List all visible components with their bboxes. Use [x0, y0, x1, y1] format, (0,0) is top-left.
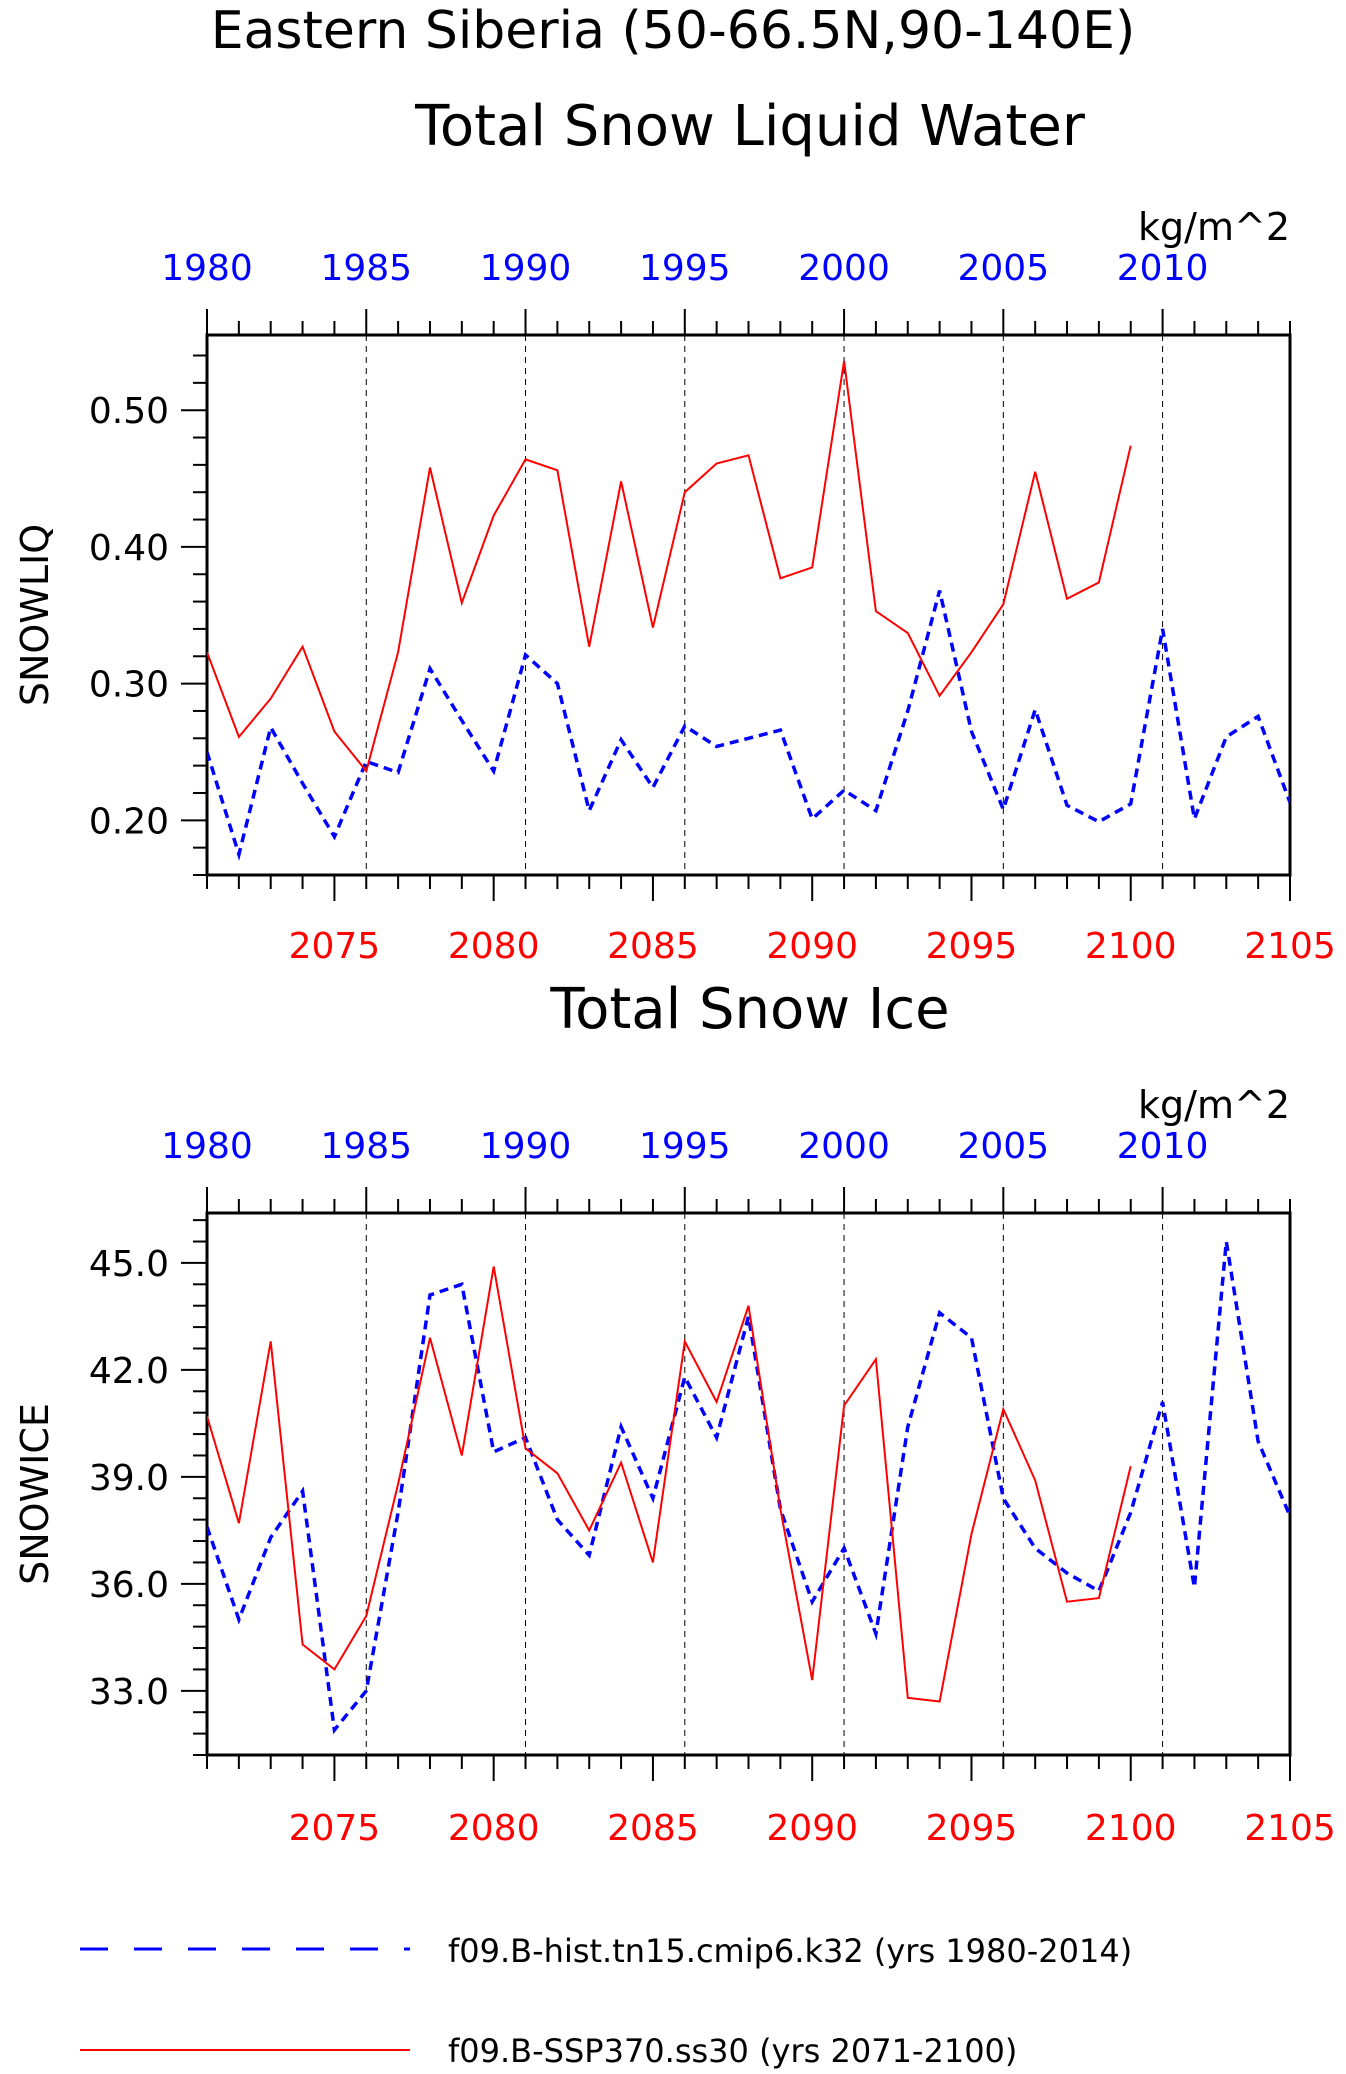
top-tick-label: 1990	[480, 1126, 572, 1167]
bottom-tick-label: 2095	[926, 926, 1018, 967]
top-tick-label: 1980	[161, 1126, 253, 1167]
y-tick-label: 0.30	[89, 665, 169, 706]
top-tick-label: 2005	[958, 248, 1050, 289]
y-tick-label: 33.0	[89, 1672, 169, 1713]
bottom-tick-label: 2100	[1085, 926, 1177, 967]
bottom-tick-label: 2080	[448, 1808, 540, 1849]
bottom-tick-label: 2100	[1085, 1808, 1177, 1849]
top-tick-label: 1990	[480, 248, 572, 289]
figure-title: Eastern Siberia (50-66.5N,90-140E)	[211, 1, 1136, 61]
bottom-tick-label: 2090	[766, 926, 858, 967]
bottom-tick-label: 2085	[607, 926, 699, 967]
y-tick-label: 39.0	[89, 1458, 169, 1499]
bottom-tick-label: 2085	[607, 1808, 699, 1849]
y-axis-label: SNOWLIQ	[13, 524, 57, 706]
chart-title: Total Snow Ice	[549, 977, 949, 1042]
bottom-tick-label: 2090	[766, 1808, 858, 1849]
bottom-tick-label: 2095	[926, 1808, 1018, 1849]
bottom-tick-label: 2075	[289, 926, 381, 967]
y-tick-label: 0.20	[89, 801, 169, 842]
top-tick-label: 2000	[798, 1126, 890, 1167]
top-tick-label: 2000	[798, 248, 890, 289]
top-tick-label: 1995	[639, 248, 731, 289]
y-tick-label: 0.40	[89, 528, 169, 569]
plot-frame	[205, 1211, 1292, 1757]
bottom-tick-label: 2080	[448, 926, 540, 967]
series-line-ssp	[207, 360, 1132, 774]
top-tick-label: 2010	[1117, 248, 1209, 289]
units-label: kg/m^2	[1138, 205, 1290, 249]
top-tick-label: 1980	[161, 248, 253, 289]
series-line-ssp	[207, 1266, 1132, 1703]
top-tick-label: 2010	[1117, 1126, 1209, 1167]
top-tick-label: 1995	[639, 1126, 731, 1167]
legend: f09.B-hist.tn15.cmip6.k32 (yrs 1980-2014…	[80, 1932, 1132, 2070]
bottom-tick-label: 2075	[289, 1808, 381, 1849]
bottom-tick-label: 2105	[1244, 1808, 1336, 1849]
legend-label-hist: f09.B-hist.tn15.cmip6.k32 (yrs 1980-2014…	[448, 1932, 1132, 1970]
y-axis-label: SNOWICE	[13, 1403, 57, 1585]
y-tick-label: 0.50	[89, 391, 169, 432]
chart-title: Total Snow Liquid Water	[414, 94, 1086, 159]
y-tick-label: 45.0	[89, 1244, 169, 1285]
units-label: kg/m^2	[1138, 1083, 1290, 1127]
panel-snowliq: Total Snow Liquid Water kg/m^2 SNOWLIQ 1980…	[13, 94, 1336, 967]
top-tick-label: 2005	[958, 1126, 1050, 1167]
y-tick-label: 36.0	[89, 1565, 169, 1606]
y-tick-label: 42.0	[89, 1351, 169, 1392]
series-line-hist	[207, 590, 1290, 861]
series-line-hist	[207, 1241, 1290, 1735]
panel-snowice: Total Snow Ice kg/m^2 SNOWICE 1980 1985 1990 1…	[13, 977, 1336, 1849]
bottom-tick-label: 2105	[1244, 926, 1336, 967]
top-tick-label: 1985	[320, 248, 412, 289]
plot-frame	[205, 333, 1292, 877]
top-tick-label: 1985	[320, 1126, 412, 1167]
legend-label-ssp: f09.B-SSP370.ss30 (yrs 2071-2100)	[448, 2032, 1017, 2070]
